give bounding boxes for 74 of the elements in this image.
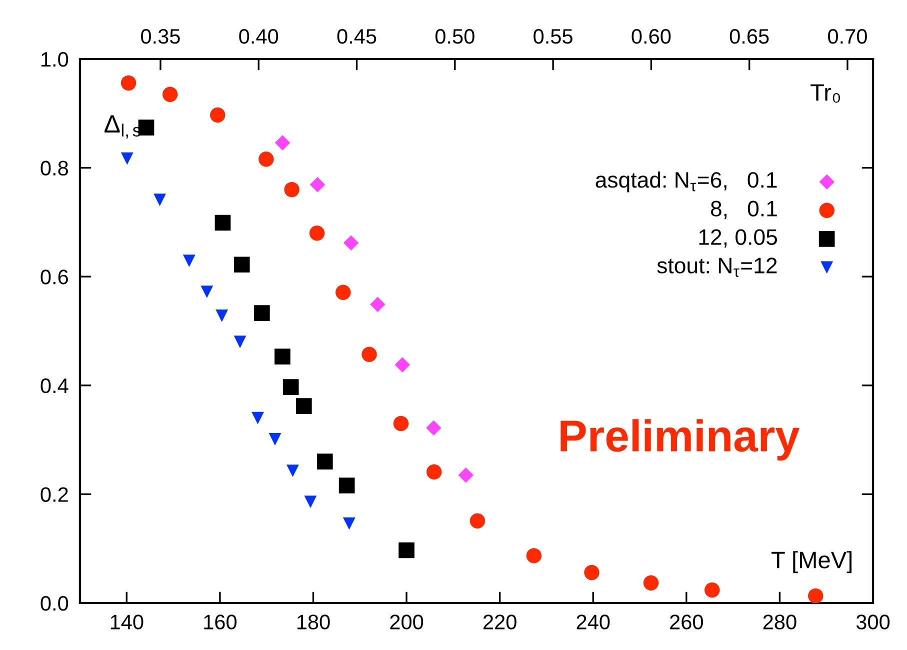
point bbox=[458, 468, 474, 483]
x2-tick-label: 0.35 bbox=[141, 29, 180, 44]
point bbox=[268, 433, 282, 446]
point bbox=[808, 588, 824, 603]
x2-tick-label: 0.45 bbox=[337, 29, 376, 44]
annotation: Preliminary bbox=[560, 419, 800, 461]
point bbox=[704, 582, 720, 598]
point bbox=[426, 464, 442, 480]
legend-label: 12, 0.05 bbox=[699, 229, 777, 248]
x-tick-label: 180 bbox=[297, 614, 330, 630]
x2-axis-title: Tr₀ bbox=[810, 84, 840, 103]
point bbox=[182, 254, 196, 268]
point bbox=[310, 177, 326, 192]
x-tick-label: 300 bbox=[856, 614, 890, 630]
point bbox=[234, 336, 246, 348]
point bbox=[234, 256, 250, 273]
point bbox=[393, 416, 409, 432]
point bbox=[258, 151, 274, 167]
point bbox=[362, 346, 377, 362]
y-tick-label: 1.0 bbox=[42, 52, 68, 67]
point bbox=[274, 135, 290, 150]
point bbox=[120, 75, 136, 91]
x-tick-label: 220 bbox=[483, 614, 516, 630]
point bbox=[338, 478, 355, 494]
x-tick-label: 240 bbox=[576, 614, 610, 630]
x2-tick-label: 0.50 bbox=[435, 29, 474, 44]
point bbox=[214, 214, 231, 231]
x2-tick-label: 0.70 bbox=[828, 29, 867, 44]
y-tick-label: 0.0 bbox=[40, 596, 68, 611]
point bbox=[470, 513, 486, 528]
x-axis-title: T [MeV] bbox=[771, 551, 852, 574]
x2-tick-label: 0.60 bbox=[632, 29, 671, 44]
point bbox=[138, 120, 154, 136]
point bbox=[282, 379, 299, 395]
y-tick-label: 0.2 bbox=[40, 487, 68, 502]
point bbox=[335, 284, 351, 300]
point bbox=[394, 357, 410, 372]
point bbox=[284, 182, 300, 198]
x2-tick-label: 0.40 bbox=[239, 29, 278, 44]
x-tick-label: 140 bbox=[110, 614, 144, 630]
point bbox=[200, 286, 214, 298]
x-tick-label: 200 bbox=[390, 614, 424, 630]
point bbox=[643, 575, 659, 590]
point bbox=[309, 225, 325, 241]
x-tick-label: 160 bbox=[204, 614, 237, 630]
point bbox=[426, 420, 442, 436]
point bbox=[210, 107, 226, 123]
point bbox=[526, 548, 542, 564]
point bbox=[154, 194, 166, 206]
point bbox=[252, 412, 264, 424]
x2-tick-label: 0.55 bbox=[534, 29, 572, 44]
point bbox=[216, 310, 228, 322]
legend-label: stout: N$_{τ}$=12 bbox=[657, 258, 777, 277]
point bbox=[584, 564, 600, 580]
point bbox=[342, 517, 356, 530]
y-tick-label: 0.6 bbox=[40, 270, 68, 284]
y-tick-label: 0.8 bbox=[40, 160, 68, 176]
point bbox=[304, 496, 317, 508]
point bbox=[296, 398, 312, 414]
point bbox=[120, 152, 134, 165]
point bbox=[398, 542, 414, 558]
point bbox=[254, 305, 270, 321]
legend-label: asqtad: N$_{τ}$=6, 0.1 bbox=[596, 171, 777, 192]
legend-label: 8, 0.1 bbox=[710, 200, 777, 220]
point bbox=[370, 296, 386, 312]
x-tick-label: 280 bbox=[763, 614, 796, 630]
point bbox=[162, 86, 178, 102]
point bbox=[274, 348, 290, 364]
y-tick-label: 0.4 bbox=[40, 378, 68, 394]
point bbox=[316, 454, 333, 470]
point bbox=[343, 235, 359, 250]
x-tick-label: 260 bbox=[670, 614, 703, 630]
point bbox=[286, 464, 299, 478]
x2-tick-label: 0.65 bbox=[730, 29, 769, 44]
